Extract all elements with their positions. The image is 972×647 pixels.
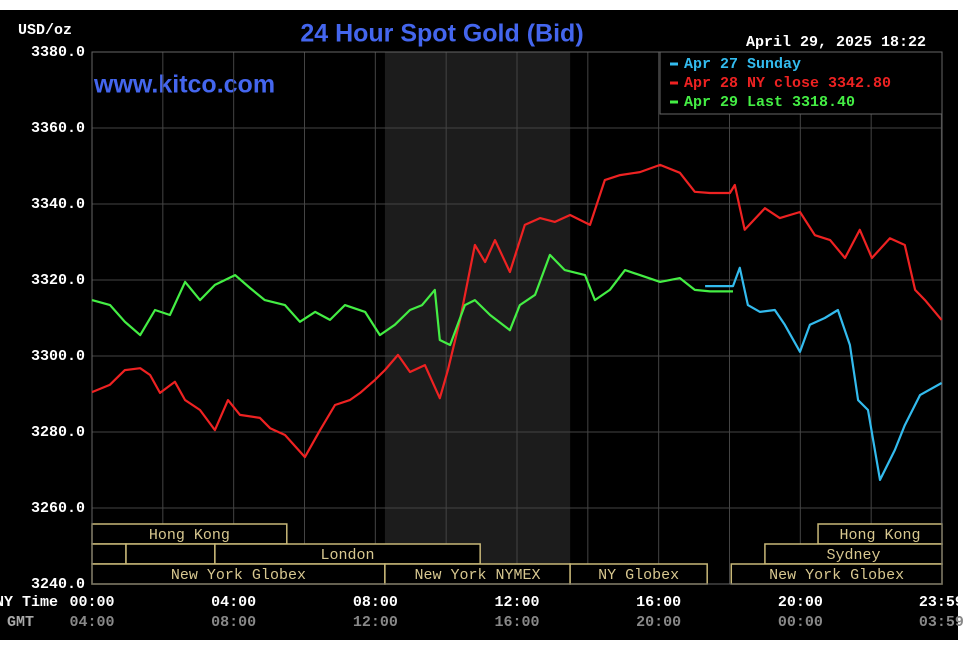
x-tick-label: 08:00 <box>353 594 398 611</box>
y-tick-label: 3240.0 <box>31 576 85 593</box>
legend-box <box>659 51 943 115</box>
y-tick-label: 3260.0 <box>31 500 85 517</box>
session-label: NY Globex <box>598 567 679 584</box>
series-line <box>705 266 943 481</box>
session-bar <box>125 543 216 565</box>
series-line <box>91 163 943 459</box>
session-label: Hong Kong <box>149 527 230 544</box>
timestamp: April 29, 2025 18:22 <box>746 34 926 51</box>
shaded-region <box>384 52 571 584</box>
legend-label: Apr 28 NY close 3342.80 <box>684 75 891 92</box>
session-label: Sydney <box>826 547 880 564</box>
watermark: www.kitco.com <box>93 71 275 99</box>
session-label: London <box>321 547 375 564</box>
y-unit-label: USD/oz <box>18 22 72 39</box>
legend-label: Apr 29 Last 3318.40 <box>684 94 855 111</box>
x-tick-label: 12:00 <box>494 594 539 611</box>
x-axis-label: NY Time <box>0 594 58 611</box>
x2-tick-label: 00:00 <box>778 614 823 631</box>
chart-title: 24 Hour Spot Gold (Bid) <box>300 20 583 48</box>
x2-tick-label: 20:00 <box>636 614 681 631</box>
y-tick-label: 3380.0 <box>31 44 85 61</box>
x-tick-label: 23:59 <box>919 594 964 611</box>
session-label: New York Globex <box>769 567 904 584</box>
plot-frame <box>91 51 943 585</box>
x-tick-label: 20:00 <box>778 594 823 611</box>
session-bar <box>91 543 127 565</box>
legend-label: Apr 27 Sunday <box>684 56 801 73</box>
x2-axis-label: GMT <box>7 614 34 631</box>
y-tick-label: 3360.0 <box>31 120 85 137</box>
session-label: New York NYMEX <box>414 567 540 584</box>
x2-tick-label: 08:00 <box>211 614 256 631</box>
session-label: Hong Kong <box>840 527 921 544</box>
y-tick-label: 3320.0 <box>31 272 85 289</box>
y-tick-label: 3340.0 <box>31 196 85 213</box>
x-tick-label: 16:00 <box>636 594 681 611</box>
x2-tick-label: 16:00 <box>494 614 539 631</box>
x-tick-label: 00:00 <box>69 594 114 611</box>
x2-tick-label: 04:00 <box>69 614 114 631</box>
x2-tick-label: 12:00 <box>353 614 398 631</box>
y-tick-label: 3280.0 <box>31 424 85 441</box>
x-tick-label: 04:00 <box>211 594 256 611</box>
series-line <box>91 253 733 347</box>
y-tick-label: 3300.0 <box>31 348 85 365</box>
x2-tick-label: 03:59 <box>919 614 964 631</box>
session-label: New York Globex <box>171 567 306 584</box>
